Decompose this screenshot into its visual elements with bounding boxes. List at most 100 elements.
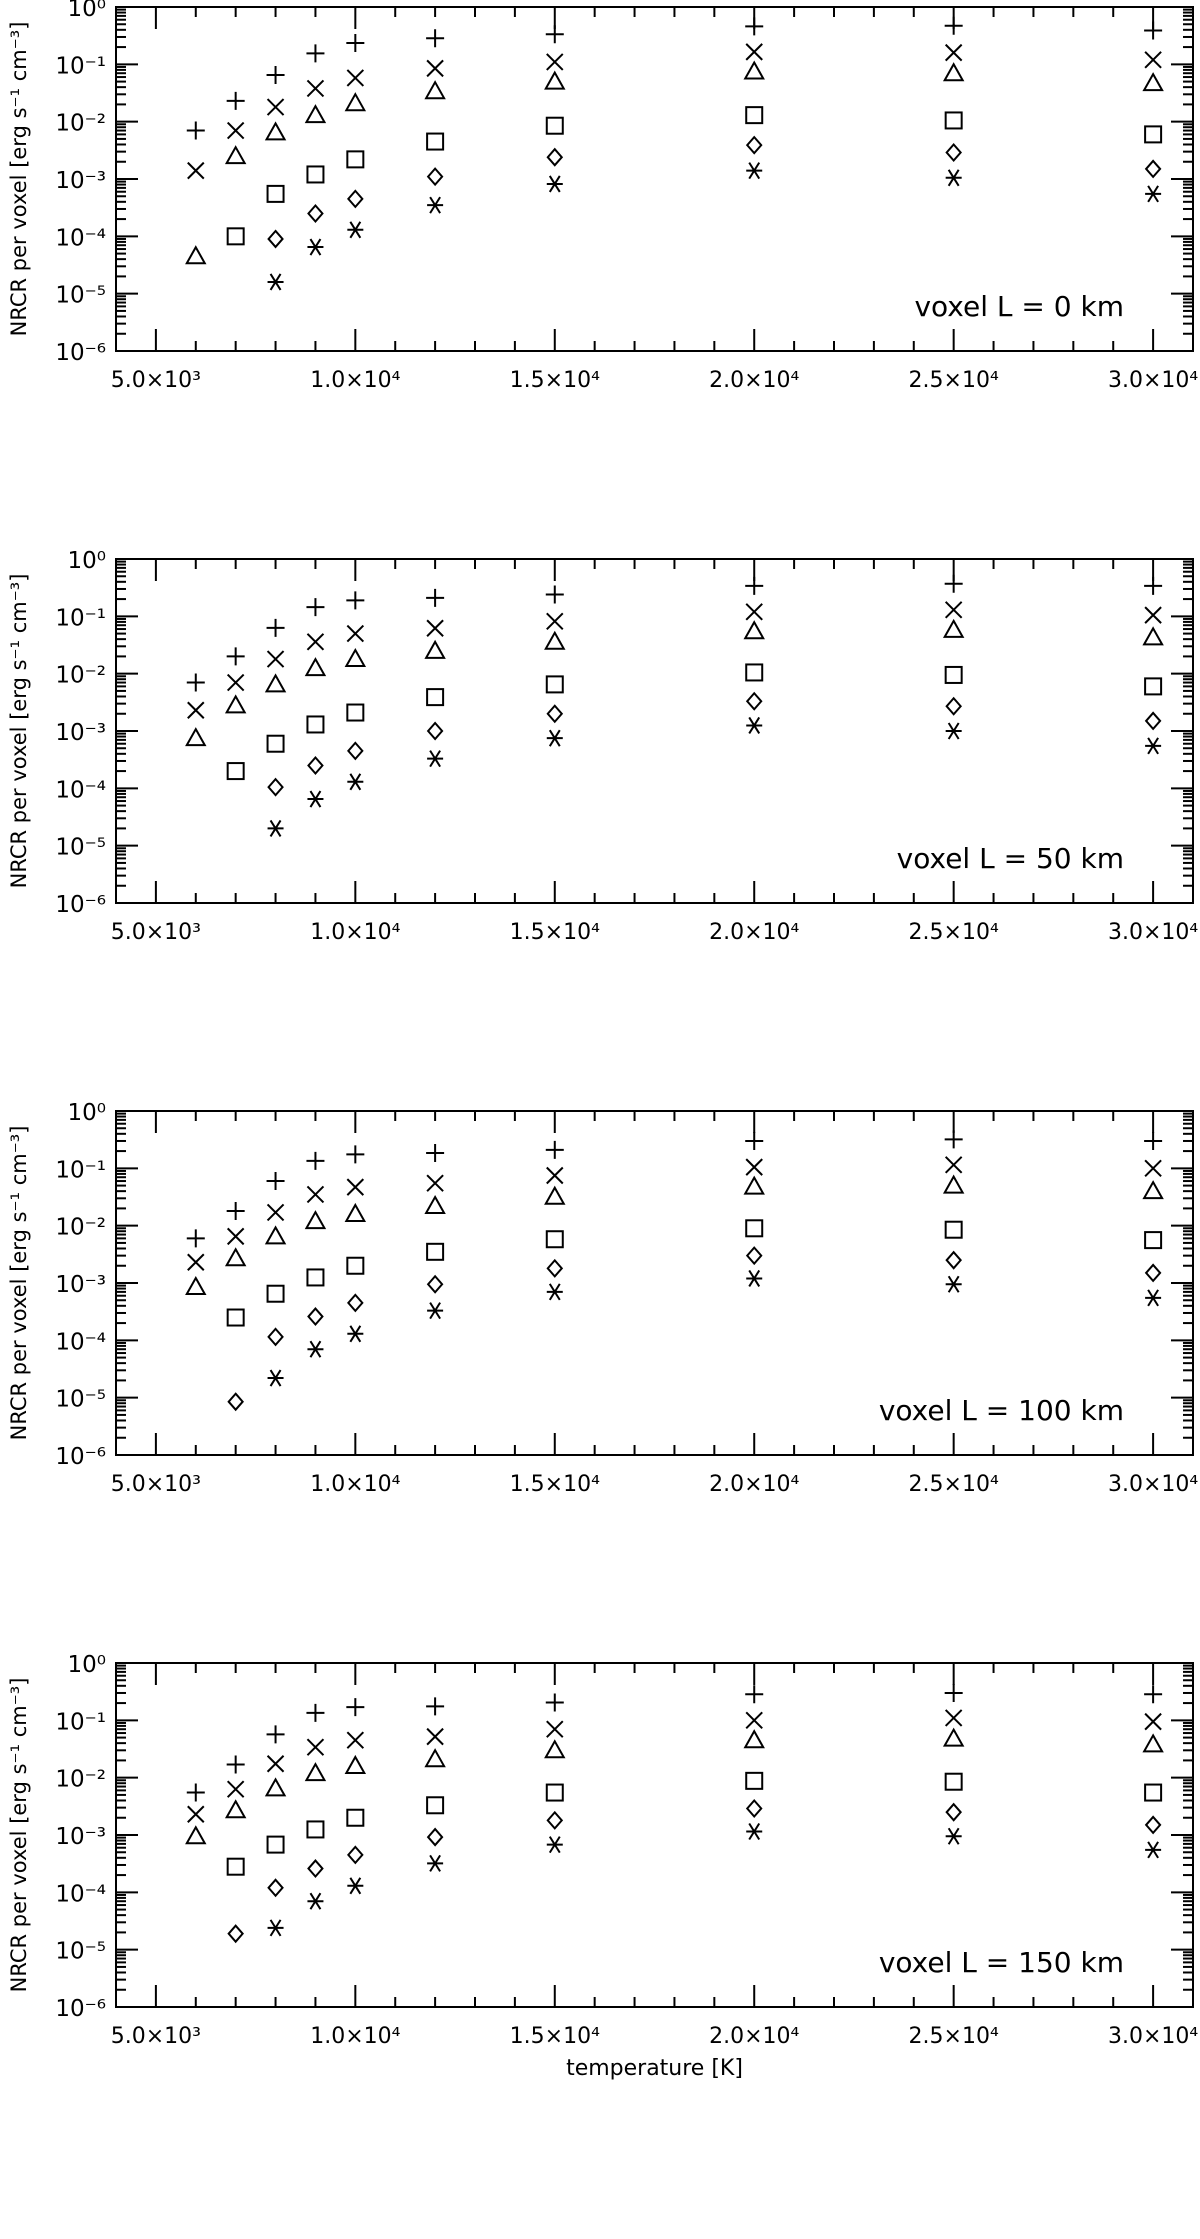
marker-square xyxy=(226,762,245,781)
marker-diamond xyxy=(945,1250,962,1270)
marker-diamond xyxy=(546,704,564,724)
marker-square xyxy=(426,688,445,707)
y-tick-label: 10⁻⁶ xyxy=(55,1996,106,2022)
marker-triangle xyxy=(344,647,367,668)
marker-asterisk xyxy=(267,1919,284,1937)
x-tick-label: 1.0×10⁴ xyxy=(310,2024,400,2049)
marker-cross xyxy=(1144,1712,1162,1731)
marker-plus xyxy=(186,1783,205,1802)
marker-cross xyxy=(226,1780,245,1798)
y-tick-label: 10⁻¹ xyxy=(55,1709,106,1735)
marker-triangle xyxy=(344,1754,367,1774)
marker-diamond xyxy=(426,721,444,741)
marker-plus xyxy=(426,588,445,607)
marker-cross xyxy=(546,1720,564,1738)
marker-diamond xyxy=(426,1827,444,1847)
marker-cross xyxy=(546,1166,564,1185)
y-tick-label: 10⁻¹ xyxy=(55,53,106,79)
marker-cross xyxy=(226,1227,245,1246)
marker-square xyxy=(226,1857,245,1876)
y-tick-label: 10⁰ xyxy=(68,1100,107,1126)
marker-asterisk xyxy=(307,790,324,808)
marker-asterisk xyxy=(1145,185,1162,203)
marker-asterisk xyxy=(347,773,364,791)
marker-square xyxy=(306,165,325,184)
marker-cross xyxy=(426,59,444,78)
marker-square xyxy=(944,665,963,684)
marker-triangle xyxy=(224,1247,247,1267)
marker-plus xyxy=(346,1698,365,1717)
marker-square xyxy=(745,106,764,125)
marker-triangle xyxy=(942,62,965,82)
marker-square xyxy=(306,1268,325,1287)
marker-diamond xyxy=(945,1802,962,1822)
marker-plus xyxy=(545,1693,564,1712)
marker-triangle xyxy=(424,80,446,100)
marker-triangle xyxy=(544,1185,566,1205)
marker-cross xyxy=(187,701,205,719)
marker-diamond xyxy=(745,1246,763,1266)
marker-square xyxy=(226,1308,245,1327)
marker-plus xyxy=(745,1131,764,1150)
marker-plus xyxy=(745,576,764,595)
marker-asterisk xyxy=(427,1302,444,1320)
marker-square xyxy=(266,184,285,203)
marker-cross xyxy=(426,1174,444,1192)
marker-asterisk xyxy=(546,1283,563,1301)
marker-triangle xyxy=(224,1799,247,1819)
marker-plus xyxy=(426,1697,445,1716)
x-tick-label: 2.5×10⁴ xyxy=(909,2024,999,2049)
marker-triangle xyxy=(264,121,287,141)
y-tick-label: 10⁻⁴ xyxy=(55,1881,106,1907)
marker-cross xyxy=(306,79,325,98)
marker-triangle xyxy=(743,1729,765,1749)
marker-diamond xyxy=(1144,159,1162,179)
marker-diamond xyxy=(426,167,444,187)
y-tick-label: 10⁻² xyxy=(55,663,106,689)
marker-square xyxy=(346,1256,365,1275)
marker-diamond xyxy=(347,1845,364,1865)
marker-plus xyxy=(306,1703,325,1722)
marker-plus xyxy=(1144,1685,1163,1704)
marker-diamond xyxy=(546,1258,564,1278)
marker-triangle xyxy=(1142,1733,1164,1753)
y-tick-label: 10⁰ xyxy=(68,0,107,22)
x-tick-label: 3.0×10⁴ xyxy=(1108,2024,1198,2049)
marker-plus xyxy=(944,574,963,593)
marker-triangle xyxy=(424,1748,446,1768)
marker-square xyxy=(1144,1231,1163,1250)
panel-annotation: voxel L = 0 km xyxy=(914,290,1124,323)
marker-cross xyxy=(745,43,763,61)
y-tick-label: 10⁻⁴ xyxy=(55,225,106,251)
marker-asterisk xyxy=(945,722,962,740)
marker-diamond xyxy=(307,755,324,776)
marker-square xyxy=(346,1808,365,1827)
y-tick-label: 10⁻⁶ xyxy=(55,340,106,366)
marker-triangle xyxy=(304,1762,327,1782)
x-tick-label: 5.0×10³ xyxy=(111,920,201,945)
marker-diamond xyxy=(945,142,962,163)
marker-asterisk xyxy=(1145,1289,1162,1307)
marker-plus xyxy=(266,618,285,637)
marker-triangle xyxy=(1142,72,1164,92)
marker-cross xyxy=(346,1731,365,1749)
marker-triangle xyxy=(544,630,566,650)
marker-triangle xyxy=(304,1210,327,1230)
marker-square xyxy=(745,1771,764,1790)
marker-diamond xyxy=(267,229,284,249)
marker-plus xyxy=(186,121,205,140)
marker-cross xyxy=(944,1156,963,1174)
marker-diamond xyxy=(546,147,564,167)
marker-plus xyxy=(426,29,445,48)
marker-square xyxy=(426,1242,445,1261)
marker-triangle xyxy=(424,1194,446,1215)
marker-square xyxy=(226,227,245,246)
marker-triangle xyxy=(344,1202,367,1222)
marker-asterisk xyxy=(746,1822,763,1841)
marker-cross xyxy=(346,624,365,643)
marker-asterisk xyxy=(307,1892,324,1910)
marker-plus xyxy=(226,1755,245,1774)
marker-triangle xyxy=(424,639,446,659)
marker-square xyxy=(266,1835,285,1854)
y-tick-label: 10⁻⁶ xyxy=(55,1444,106,1470)
